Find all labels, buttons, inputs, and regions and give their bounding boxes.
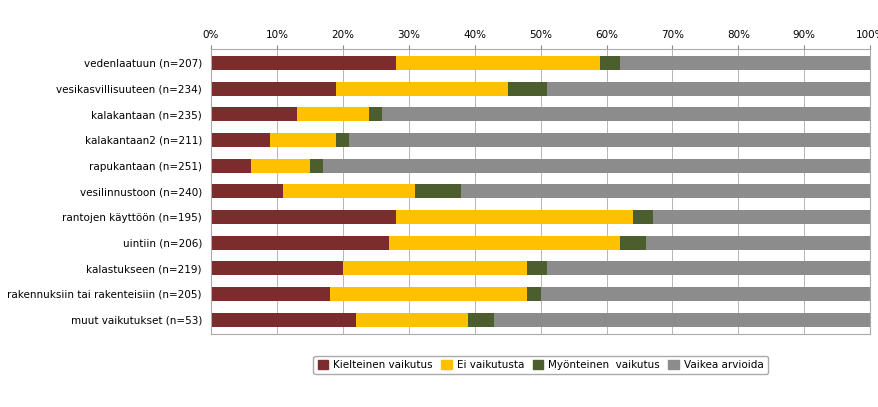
Bar	[211, 210, 395, 224]
Bar	[342, 261, 527, 276]
Bar	[335, 133, 349, 147]
Bar	[461, 184, 869, 198]
Bar	[415, 184, 461, 198]
Bar	[395, 56, 600, 70]
Bar	[645, 236, 869, 249]
Bar	[211, 133, 270, 147]
Bar	[369, 107, 382, 121]
Bar	[389, 236, 619, 249]
Bar	[619, 236, 645, 249]
Bar	[335, 81, 507, 96]
Bar	[297, 107, 369, 121]
Bar	[329, 287, 527, 301]
Bar	[211, 313, 356, 327]
Bar	[211, 287, 329, 301]
Bar	[211, 261, 342, 276]
Bar	[619, 56, 869, 70]
Bar	[310, 159, 323, 173]
Bar	[250, 159, 310, 173]
Bar	[527, 261, 546, 276]
Bar	[468, 313, 494, 327]
Bar	[494, 313, 869, 327]
Bar	[211, 81, 335, 96]
Legend: Kielteinen vaikutus, Ei vaikutusta, Myönteinen  vaikutus, Vaikea arvioida: Kielteinen vaikutus, Ei vaikutusta, Myön…	[313, 356, 766, 374]
Bar	[632, 210, 652, 224]
Bar	[507, 81, 546, 96]
Bar	[600, 56, 619, 70]
Bar	[211, 159, 250, 173]
Bar	[540, 287, 869, 301]
Bar	[211, 236, 389, 249]
Bar	[382, 107, 869, 121]
Bar	[283, 184, 415, 198]
Bar	[527, 287, 540, 301]
Bar	[211, 56, 395, 70]
Bar	[546, 81, 869, 96]
Bar	[211, 107, 297, 121]
Bar	[395, 210, 632, 224]
Bar	[323, 159, 869, 173]
Bar	[356, 313, 467, 327]
Bar	[270, 133, 335, 147]
Bar	[349, 133, 869, 147]
Bar	[211, 184, 283, 198]
Bar	[651, 210, 869, 224]
Bar	[546, 261, 869, 276]
